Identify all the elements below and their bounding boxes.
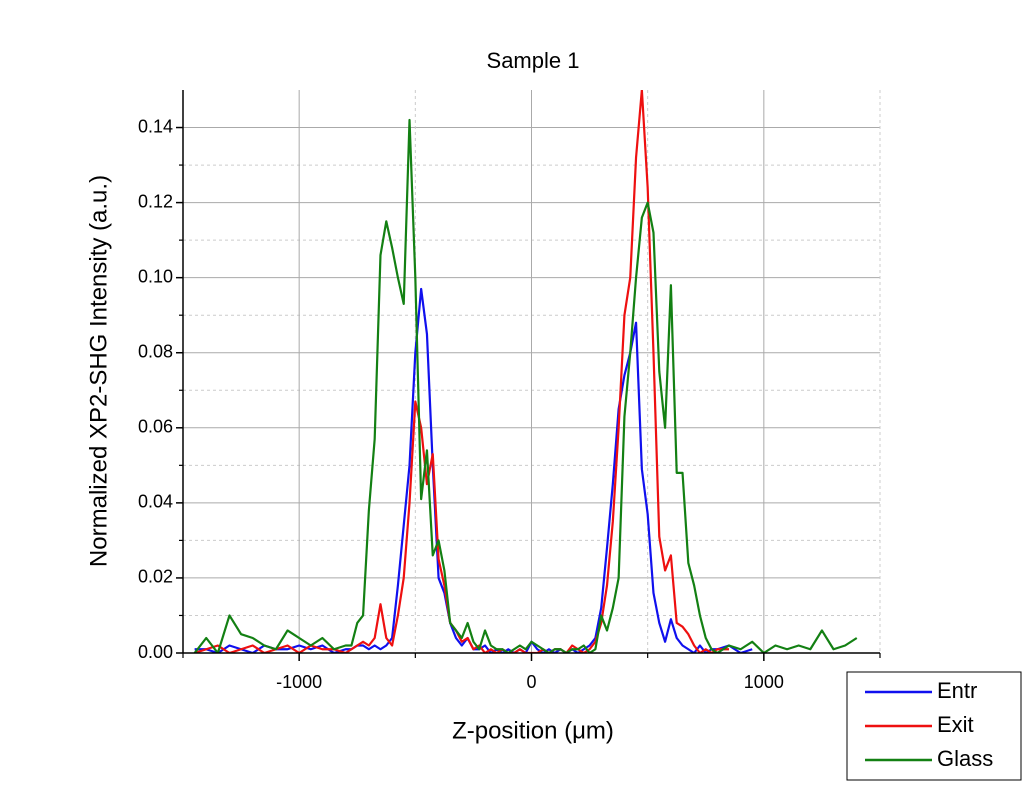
data-line (194, 287, 753, 653)
y-tick-label: 0.10 (138, 266, 173, 286)
legend-label: Glass (937, 746, 993, 771)
grid (182, 90, 881, 653)
legend-box (846, 671, 1022, 781)
y-tick-label: 0.04 (138, 492, 173, 512)
data-line (193, 118, 858, 653)
y-tick-label: 0.06 (138, 417, 173, 437)
x-axis-label: Z-position (μm) (452, 717, 614, 744)
y-tick-label: 0.14 (138, 116, 173, 136)
legend-label: Entr (937, 678, 977, 703)
legend-label: Exit (937, 712, 974, 737)
data-line (194, 90, 729, 653)
y-axis-label: Normalized XP2-SHG Intensity (a.u.) (85, 175, 112, 567)
chart-title: Sample 1 (487, 48, 580, 73)
y-tick-label: 0.02 (138, 567, 173, 587)
x-tick-label: 1000 (744, 672, 784, 692)
plot-area (193, 90, 858, 653)
y-tick-label: 0.12 (138, 191, 173, 211)
x-tick-label: 0 (526, 672, 536, 692)
y-tick-label: 0.00 (138, 642, 173, 662)
legend: Entr Exit Glass (846, 671, 1022, 781)
x-tick-label: -1000 (276, 672, 322, 692)
y-tick-label: 0.08 (138, 341, 173, 361)
